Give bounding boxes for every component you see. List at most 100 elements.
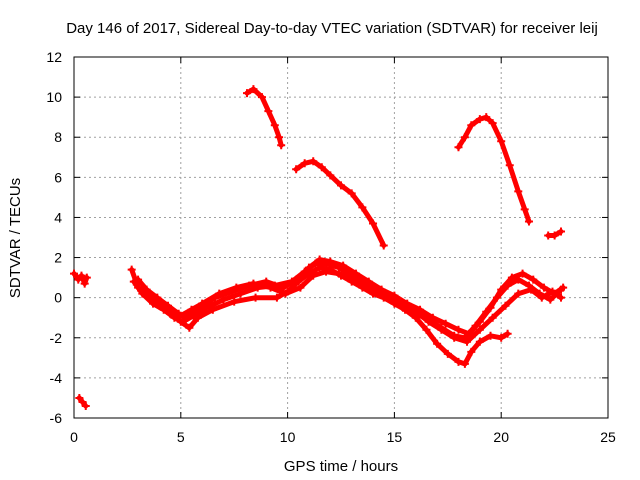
- data-point: [75, 393, 84, 402]
- data-point: [514, 187, 523, 196]
- y-tick-label: -4: [50, 370, 63, 386]
- data-point: [198, 299, 207, 308]
- x-axis-label: GPS time / hours: [284, 458, 398, 475]
- y-tick-label: 0: [54, 290, 62, 306]
- data-point: [428, 313, 437, 322]
- data-point: [369, 219, 378, 228]
- data-point: [360, 281, 369, 290]
- data-point: [183, 313, 192, 322]
- data-point: [497, 285, 506, 294]
- data-point: [386, 293, 395, 302]
- data-point: [379, 241, 388, 250]
- data-point: [514, 289, 523, 298]
- data-point: [437, 325, 446, 334]
- data-point: [550, 231, 559, 240]
- data-point: [557, 293, 566, 302]
- y-tick-label: 2: [54, 250, 62, 266]
- data-point: [460, 359, 469, 368]
- data-point: [187, 305, 196, 314]
- data-series: [70, 85, 568, 410]
- x-tick-label: 25: [600, 429, 616, 445]
- data-point: [185, 323, 194, 332]
- data-point: [488, 119, 497, 128]
- data-point: [129, 277, 138, 286]
- data-point: [475, 337, 484, 346]
- data-point: [488, 313, 497, 322]
- series-trace: [135, 257, 566, 337]
- data-point: [537, 293, 546, 302]
- data-point: [398, 301, 407, 310]
- data-point: [518, 269, 527, 278]
- y-tick-label: 6: [54, 169, 62, 185]
- data-point: [557, 227, 566, 236]
- data-point: [443, 349, 452, 358]
- series-arc-5: [134, 255, 568, 338]
- x-tick-label: 20: [493, 429, 509, 445]
- data-point: [157, 299, 166, 308]
- data-point: [292, 165, 301, 174]
- data-point: [424, 317, 433, 326]
- data-point: [270, 121, 279, 130]
- grid-lines: [74, 57, 608, 418]
- data-point: [78, 397, 87, 406]
- data-point: [243, 89, 252, 98]
- axis-ticks: 0 5 10 15 20 25 -6 -4 -2 0 2 4 6 8 10 12: [46, 49, 616, 445]
- data-point: [82, 273, 91, 282]
- data-point: [529, 275, 538, 284]
- data-point: [326, 171, 335, 180]
- data-point: [467, 121, 476, 130]
- data-point: [339, 261, 348, 270]
- data-point: [475, 115, 484, 124]
- plot-frame: [73, 56, 609, 419]
- data-point: [281, 289, 290, 298]
- data-point: [463, 337, 472, 346]
- data-point: [347, 189, 356, 198]
- series-trace: [139, 269, 564, 345]
- data-point: [127, 265, 136, 274]
- series-arc-10: [544, 227, 566, 240]
- data-point: [524, 217, 533, 226]
- data-point: [450, 333, 459, 342]
- data-point: [548, 287, 557, 296]
- data-point: [275, 133, 284, 142]
- data-point: [168, 307, 177, 316]
- data-point: [503, 329, 512, 338]
- y-tick-label: 4: [54, 209, 62, 225]
- data-point: [230, 297, 239, 306]
- data-point: [309, 271, 318, 280]
- data-point: [373, 287, 382, 296]
- data-point: [315, 255, 324, 264]
- data-point: [334, 269, 343, 278]
- data-point: [411, 307, 420, 316]
- data-point: [486, 303, 495, 312]
- series-arc-9: [454, 113, 533, 226]
- data-point: [309, 157, 318, 166]
- data-point: [501, 301, 510, 310]
- data-point: [454, 143, 463, 152]
- series-trace: [293, 158, 387, 248]
- data-point: [326, 257, 335, 266]
- data-point: [364, 277, 373, 286]
- data-point: [467, 347, 476, 356]
- data-point: [475, 325, 484, 334]
- data-point: [347, 275, 356, 284]
- data-point: [296, 283, 305, 292]
- data-point: [482, 113, 491, 122]
- data-point: [337, 181, 345, 190]
- data-point: [505, 161, 514, 170]
- data-point: [559, 283, 568, 292]
- series-arc-6: [138, 267, 566, 346]
- x-tick-label: 10: [280, 429, 296, 445]
- data-point: [527, 285, 536, 294]
- data-point: [454, 357, 463, 366]
- data-point: [74, 275, 83, 284]
- data-point: [433, 339, 442, 348]
- series-arc-2: [75, 393, 90, 410]
- data-point: [178, 317, 187, 326]
- data-point: [546, 295, 555, 304]
- data-point: [422, 325, 431, 334]
- data-point: [70, 269, 78, 278]
- y-axis-label: SDTVAR / TECUs: [7, 178, 24, 298]
- y-tick-label: 10: [46, 89, 62, 105]
- data-point: [300, 159, 309, 168]
